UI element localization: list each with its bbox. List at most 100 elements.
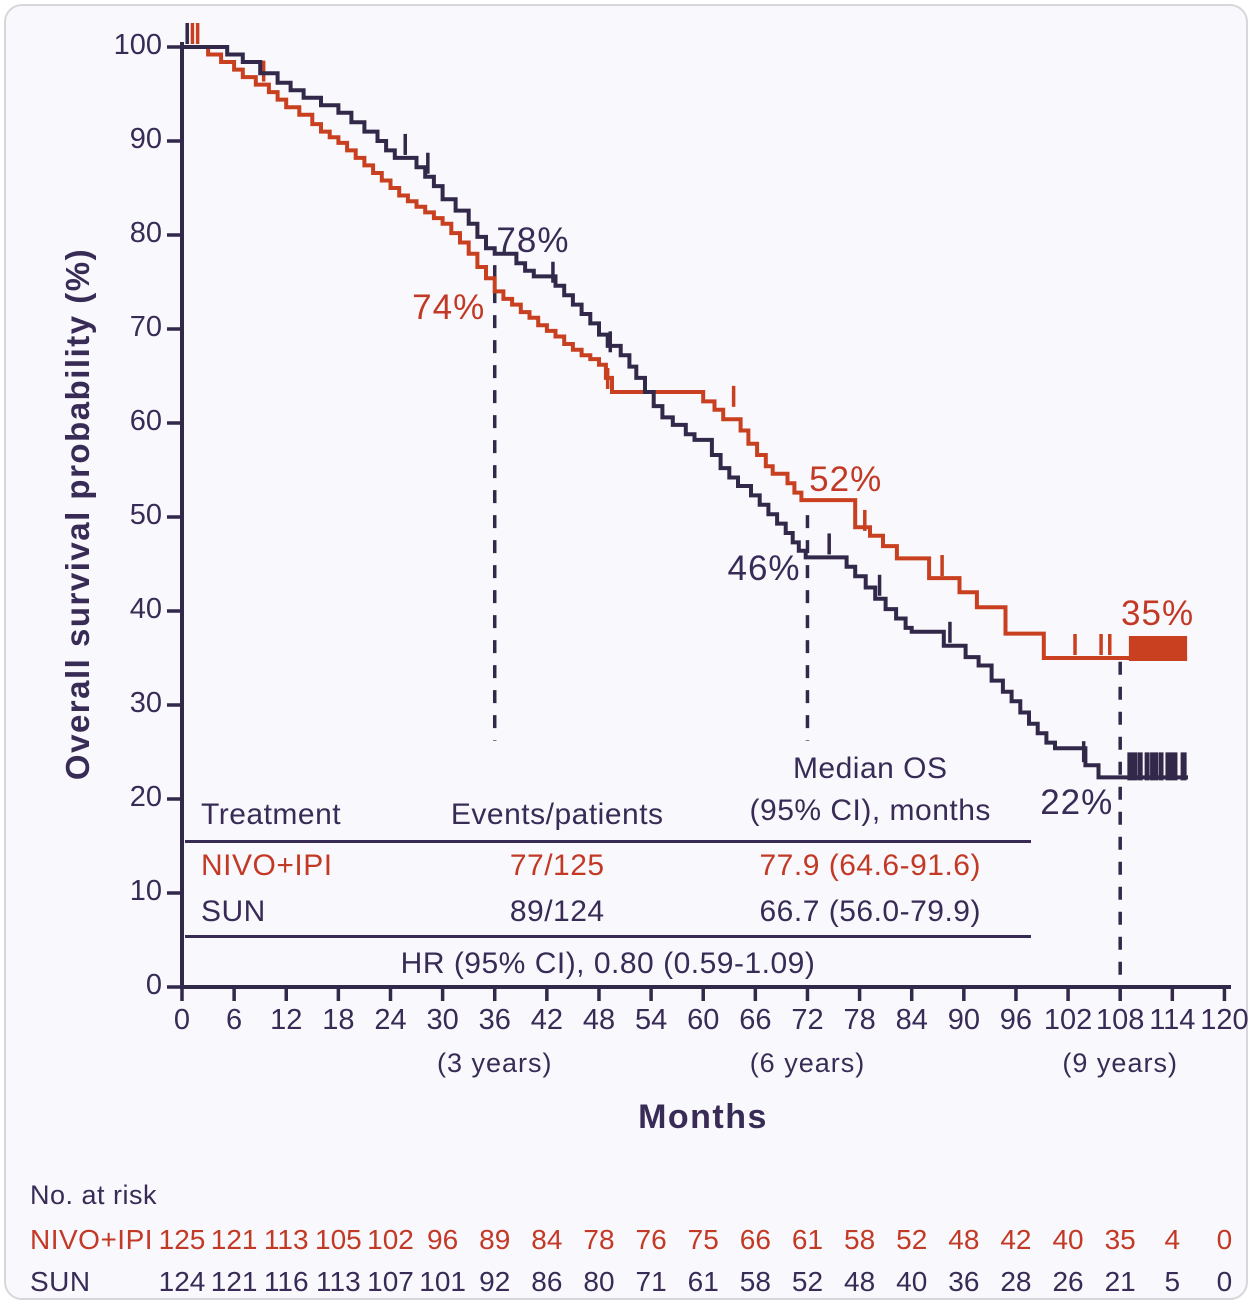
risk-value: 26 — [1052, 1266, 1084, 1297]
stats-header-median-line1: Median OS — [792, 752, 948, 785]
x-tick-label: 54 — [634, 1004, 668, 1036]
x-tick-label: 84 — [895, 1004, 928, 1036]
stats-table-body: NIVO+IPI 77/125 77.9 (64.6-91.6) SUN 89/… — [185, 843, 1031, 938]
y-tick-label: 80 — [129, 217, 162, 249]
y-tick-label: 20 — [129, 781, 162, 813]
x-tick-label: 108 — [1095, 1004, 1145, 1036]
y-tick-label: 0 — [145, 969, 162, 1001]
risk-value: 75 — [687, 1224, 719, 1255]
x-axis-title: Months — [638, 1098, 768, 1136]
stats-row-nivo-ipi: NIVO+IPI 77/125 77.9 (64.6-91.6) — [185, 843, 1031, 889]
risk-value: 52 — [896, 1224, 928, 1255]
risk-value: 92 — [479, 1266, 511, 1297]
y-tick-label: 100 — [113, 29, 162, 61]
risk-value: 96 — [427, 1224, 459, 1255]
stats-table-header-row: Treatment Events/patients Median OS (95%… — [185, 748, 1031, 843]
risk-value: 28 — [1000, 1266, 1032, 1297]
risk-value: 21 — [1104, 1266, 1136, 1297]
x-tick-label: 60 — [687, 1004, 720, 1036]
risk-value: 0 — [1216, 1266, 1233, 1297]
stats-header-treatment: Treatment — [201, 798, 342, 831]
survival-curve-sun — [182, 45, 1188, 780]
stats-events-nivo-ipi: 77/125 — [509, 849, 605, 882]
x-tick-label: 0 — [173, 1004, 191, 1036]
risk-value: 58 — [844, 1224, 876, 1255]
x-tick-label: 24 — [374, 1004, 407, 1036]
risk-value: 124 — [158, 1266, 206, 1297]
risk-value: 52 — [791, 1266, 824, 1297]
risk-value: 40 — [896, 1266, 928, 1297]
stats-header-median-line2: (95% CI), months — [749, 794, 991, 827]
risk-value: 107 — [367, 1266, 414, 1297]
stats-median-sun: 66.7 (56.0-79.9) — [759, 895, 981, 928]
survival-curve-nivo-ipi — [182, 45, 1188, 660]
risk-value: 125 — [158, 1224, 206, 1255]
stats-header-events: Events/patients — [450, 798, 664, 831]
year-note-label: (6 years) — [749, 1048, 866, 1078]
risk-value: 113 — [263, 1224, 309, 1255]
risk-value: 61 — [687, 1266, 719, 1297]
y-tick-label: 10 — [129, 875, 162, 907]
risk-value: 113 — [316, 1266, 361, 1297]
risk-value: 66 — [739, 1224, 771, 1255]
risk-value: 40 — [1052, 1224, 1084, 1255]
x-tick-label: 48 — [582, 1004, 616, 1036]
risk-value: 80 — [583, 1266, 615, 1297]
risk-value: 61 — [791, 1224, 824, 1255]
annotation-52: 52% — [809, 460, 883, 500]
risk-value: 5 — [1164, 1266, 1181, 1297]
x-tick-label: 78 — [843, 1004, 876, 1036]
stats-row-sun: SUN 89/124 66.7 (56.0-79.9) — [185, 889, 1031, 935]
x-tick-label: 102 — [1043, 1004, 1093, 1036]
y-tick-label: 50 — [129, 499, 162, 531]
year-note-label: (9 years) — [1062, 1048, 1178, 1078]
y-tick-label: 40 — [129, 593, 162, 625]
risk-value: 102 — [367, 1224, 414, 1255]
stats-treatment-nivo-ipi: NIVO+IPI — [201, 849, 333, 882]
risk-value: 4 — [1164, 1224, 1181, 1255]
year-note-label: (3 years) — [436, 1048, 553, 1078]
x-tick-label: 30 — [426, 1004, 459, 1036]
risk-row-label-nivo-ipi: NIVO+IPI — [30, 1224, 154, 1255]
risk-value: 71 — [635, 1266, 667, 1297]
risk-value: 35 — [1104, 1224, 1136, 1255]
risk-value: 105 — [315, 1224, 362, 1255]
y-tick-label: 60 — [129, 405, 162, 437]
risk-value: 48 — [948, 1224, 980, 1255]
x-tick-label: 6 — [226, 1004, 243, 1036]
risk-value: 121 — [210, 1266, 258, 1297]
y-tick-label: 70 — [129, 311, 162, 343]
x-tick-label: 66 — [739, 1004, 772, 1036]
risk-row-label-sun: SUN — [30, 1266, 91, 1297]
x-tick-label: 36 — [478, 1004, 511, 1036]
risk-value: 36 — [948, 1266, 980, 1297]
risk-value: 78 — [583, 1224, 615, 1255]
y-tick-label: 90 — [129, 123, 162, 155]
figure-frame — [4, 4, 1248, 1300]
x-tick-label: 12 — [270, 1004, 303, 1036]
annotation-35: 35% — [1121, 593, 1195, 633]
x-tick-label: 90 — [947, 1004, 980, 1036]
x-tick-label: 72 — [791, 1004, 824, 1036]
hazard-ratio-note: HR (95% CI), 0.80 (0.59-1.09) — [400, 947, 816, 980]
x-tick-label: 114 — [1149, 1004, 1196, 1036]
risk-value: 121 — [210, 1224, 258, 1255]
x-tick-label: 96 — [999, 1004, 1033, 1036]
x-tick-label: 42 — [530, 1004, 563, 1036]
stats-header-median: Median OS (95% CI), months — [710, 748, 1031, 832]
risk-value: 48 — [844, 1266, 876, 1297]
risk-value: 0 — [1216, 1224, 1233, 1255]
risk-value: 116 — [263, 1266, 309, 1297]
risk-value: 101 — [419, 1266, 466, 1297]
stats-table: Treatment Events/patients Median OS (95%… — [185, 748, 1031, 990]
stats-median-nivo-ipi: 77.9 (64.6-91.6) — [759, 849, 981, 882]
y-tick-label: 30 — [129, 687, 162, 719]
annotation-22: 22% — [1040, 782, 1114, 822]
risk-value: 89 — [479, 1224, 511, 1255]
risk-value: 76 — [635, 1224, 667, 1255]
risk-table-title: No. at risk — [30, 1180, 158, 1210]
risk-value: 42 — [1000, 1224, 1032, 1255]
annotation-74: 74% — [412, 288, 486, 328]
